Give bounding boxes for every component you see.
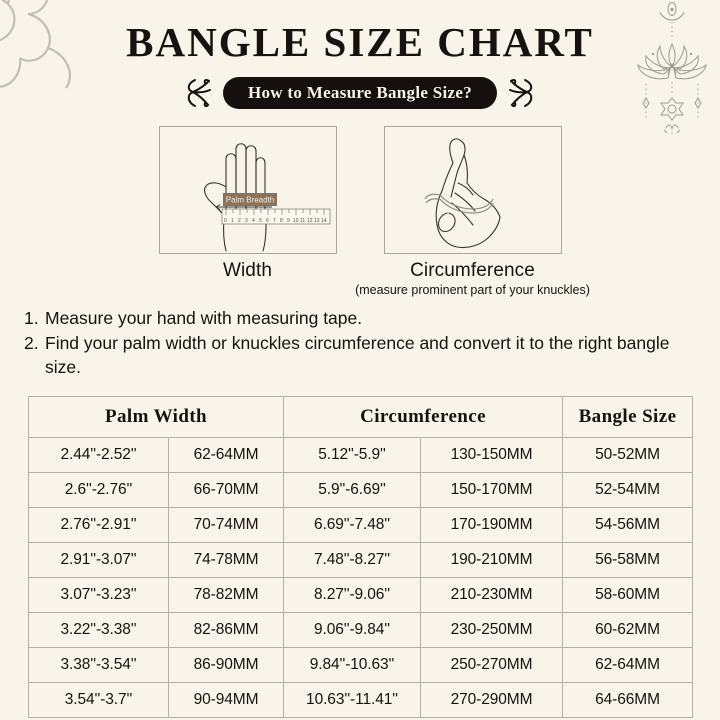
cell-circ-mm: 190-210MM (420, 542, 564, 578)
cell-circ-mm: 270-290MM (420, 682, 564, 718)
cell-circ-mm: 250-270MM (420, 647, 564, 683)
subtitle-pill: How to Measure Bangle Size? (222, 76, 498, 110)
subtitle-row: How to Measure Bangle Size? (0, 76, 720, 110)
cell-palm-mm: 78-82MM (167, 577, 285, 613)
cell-circ-mm: 130-150MM (420, 437, 564, 473)
cell-palm-mm: 62-64MM (167, 437, 285, 473)
cell-circ-mm: 170-190MM (420, 507, 564, 543)
instruction-number: 1. (24, 308, 39, 328)
instruction-text: Find your palm width or knuckles circumf… (45, 333, 670, 377)
panel-caption-width: Width (222, 260, 273, 281)
panel-caption-circumference: Circumference (410, 260, 535, 281)
svg-text:6: 6 (266, 218, 269, 224)
cell-circ-inch: 7.48''-8.27'' (283, 542, 422, 578)
table-header-row: Palm Width Circumference Bangle Size (27, 396, 694, 438)
cell-bangle-size: 56-58MM (562, 542, 694, 578)
instructions-list: 1. Measure your hand with measuring tape… (24, 307, 692, 381)
table-header-palm-width: Palm Width (27, 396, 285, 438)
panel-subcaption-circumference: (measure prominent part of your knuckles… (355, 282, 590, 297)
svg-text:1: 1 (231, 218, 234, 224)
svg-text:4: 4 (252, 218, 255, 224)
cell-bangle-size: 60-62MM (562, 612, 694, 648)
table-row: 2.6''-2.76'' 66-70MM 5.9''-6.69'' 150-17… (28, 472, 694, 508)
svg-text:12: 12 (307, 218, 313, 224)
cell-palm-inch: 3.07''-3.23'' (28, 577, 169, 613)
svg-text:13: 13 (314, 218, 320, 224)
cell-circ-inch: 10.63''-11.41'' (283, 682, 422, 718)
cell-circ-mm: 230-250MM (420, 612, 564, 648)
table-body: 2.44''-2.52'' 62-64MM 5.12''-5.9'' 130-1… (28, 437, 694, 718)
table-row: 2.44''-2.52'' 62-64MM 5.12''-5.9'' 130-1… (28, 437, 694, 473)
instruction-text: Measure your hand with measuring tape. (45, 308, 363, 328)
svg-text:3: 3 (245, 218, 248, 224)
cell-palm-inch: 3.54''-3.7'' (28, 682, 169, 718)
instruction-item: 2. Find your palm width or knuckles circ… (24, 332, 692, 379)
svg-text:10: 10 (293, 218, 299, 224)
table-row: 2.91''-3.07'' 74-78MM 7.48''-8.27'' 190-… (28, 542, 694, 578)
cell-bangle-size: 58-60MM (562, 577, 694, 613)
instruction-number: 2. (24, 333, 39, 354)
hand-circumference-illustration (383, 126, 562, 254)
cell-bangle-size: 64-66MM (562, 682, 694, 718)
cell-circ-inch: 9.06''-9.84'' (283, 612, 422, 648)
svg-text:8: 8 (280, 218, 283, 224)
swirl-flourish-icon (509, 78, 533, 108)
instruction-item: 1. Measure your hand with measuring tape… (24, 307, 692, 330)
cell-palm-inch: 2.91''-3.07'' (28, 542, 169, 578)
table-header-bangle-size: Bangle Size (562, 396, 694, 438)
table-row: 3.54''-3.7'' 90-94MM 10.63''-11.41'' 270… (28, 682, 694, 718)
cell-palm-inch: 2.6''-2.76'' (28, 472, 169, 508)
cell-bangle-size: 50-52MM (562, 437, 694, 473)
svg-text:0: 0 (224, 218, 227, 224)
svg-text:14: 14 (321, 218, 327, 224)
cell-bangle-size: 62-64MM (562, 647, 694, 683)
svg-text:7: 7 (273, 218, 276, 224)
table-row: 3.07''-3.23'' 78-82MM 8.27''-9.06'' 210-… (28, 577, 694, 613)
table-row: 3.38''-3.54'' 86-90MM 9.84''-10.63'' 250… (28, 647, 694, 683)
svg-text:Palm Breadth: Palm Breadth (225, 196, 273, 205)
cell-circ-inch: 9.84''-10.63'' (283, 647, 422, 683)
cell-bangle-size: 52-54MM (562, 472, 694, 508)
panel-circumference: Circumference (measure prominent part of… (355, 126, 590, 297)
cell-circ-inch: 5.9''-6.69'' (283, 472, 422, 508)
cell-circ-mm: 150-170MM (420, 472, 564, 508)
cell-palm-mm: 86-90MM (167, 647, 285, 683)
cell-palm-mm: 66-70MM (167, 472, 285, 508)
cell-palm-inch: 2.76''-2.91'' (28, 507, 169, 543)
svg-text:2: 2 (238, 218, 241, 224)
table-row: 3.22''-3.38'' 82-86MM 9.06''-9.84'' 230-… (28, 612, 694, 648)
table-header-circumference: Circumference (283, 396, 564, 438)
cell-palm-mm: 82-86MM (167, 612, 285, 648)
cell-palm-mm: 70-74MM (167, 507, 285, 543)
page-title: BANGLE SIZE CHART (126, 19, 594, 65)
svg-text:5: 5 (259, 218, 262, 224)
cell-circ-mm: 210-230MM (420, 577, 564, 613)
table-row: 2.76''-2.91'' 70-74MM 6.69''-7.48'' 170-… (28, 507, 694, 543)
swirl-flourish-icon (187, 78, 211, 108)
cell-circ-inch: 6.69''-7.48'' (283, 507, 422, 543)
cell-palm-inch: 2.44''-2.52'' (28, 437, 169, 473)
svg-text:9: 9 (287, 218, 290, 224)
cell-bangle-size: 54-56MM (562, 507, 694, 543)
cell-palm-mm: 90-94MM (167, 682, 285, 718)
cell-circ-inch: 5.12''-5.9'' (283, 437, 422, 473)
svg-text:11: 11 (300, 218, 305, 224)
cell-palm-inch: 3.38''-3.54'' (28, 647, 169, 683)
cell-circ-inch: 8.27''-9.06'' (283, 577, 422, 613)
size-table: Palm Width Circumference Bangle Size 2.4… (27, 396, 694, 718)
cell-palm-inch: 3.22''-3.38'' (28, 612, 169, 648)
cell-palm-mm: 74-78MM (167, 542, 285, 578)
